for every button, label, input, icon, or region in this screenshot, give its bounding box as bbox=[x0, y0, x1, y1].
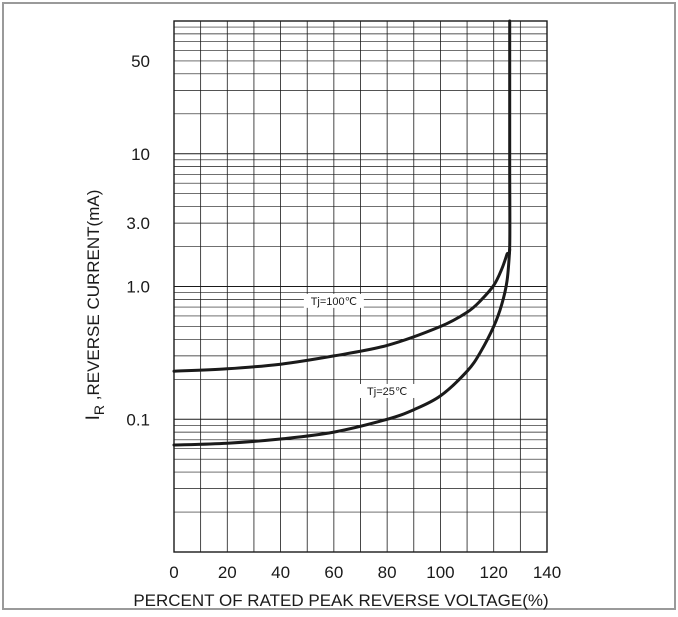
x-tick-label: 60 bbox=[324, 563, 343, 582]
x-tick-label: 40 bbox=[271, 563, 290, 582]
y-tick-label: 0.1 bbox=[126, 410, 150, 429]
series-line-tj-100c bbox=[172, 19, 512, 373]
x-tick-label: 100 bbox=[426, 563, 454, 582]
x-tick-label: 80 bbox=[378, 563, 397, 582]
y-tick-label: 10 bbox=[131, 145, 150, 164]
series-label: Tj=25℃ bbox=[367, 386, 407, 398]
x-tick-labels: 0 20 40 60 80 100 120 140 bbox=[169, 563, 561, 582]
y-tick-label: 1.0 bbox=[126, 278, 150, 297]
series-line-tj-25c bbox=[172, 248, 512, 447]
series-label: Tj=100℃ bbox=[311, 296, 357, 308]
y-axis-label-rest: ,REVERSE CURRENT(mA) bbox=[84, 190, 103, 405]
y-axis-label-main: I bbox=[83, 415, 104, 420]
y-axis-label-subscript: R bbox=[91, 405, 107, 415]
series-label-background bbox=[357, 383, 418, 398]
y-tick-label: 50 bbox=[131, 52, 150, 71]
series-label-background bbox=[303, 293, 364, 308]
x-tick-label: 20 bbox=[218, 563, 237, 582]
y-tick-label: 3.0 bbox=[126, 214, 150, 233]
x-tick-label: 0 bbox=[169, 563, 178, 582]
x-axis-label: PERCENT OF RATED PEAK REVERSE VOLTAGE(%) bbox=[133, 591, 548, 610]
x-tick-label: 140 bbox=[533, 563, 561, 582]
plot-area-border bbox=[173, 20, 548, 553]
x-tick-label: 120 bbox=[480, 563, 508, 582]
y-axis-label: IR ,REVERSE CURRENT(mA) bbox=[83, 190, 107, 421]
y-tick-labels: 50 10 3.0 1.0 0.1 bbox=[126, 52, 150, 429]
series-group: Tj=100℃ Tj=25℃ bbox=[172, 19, 512, 447]
